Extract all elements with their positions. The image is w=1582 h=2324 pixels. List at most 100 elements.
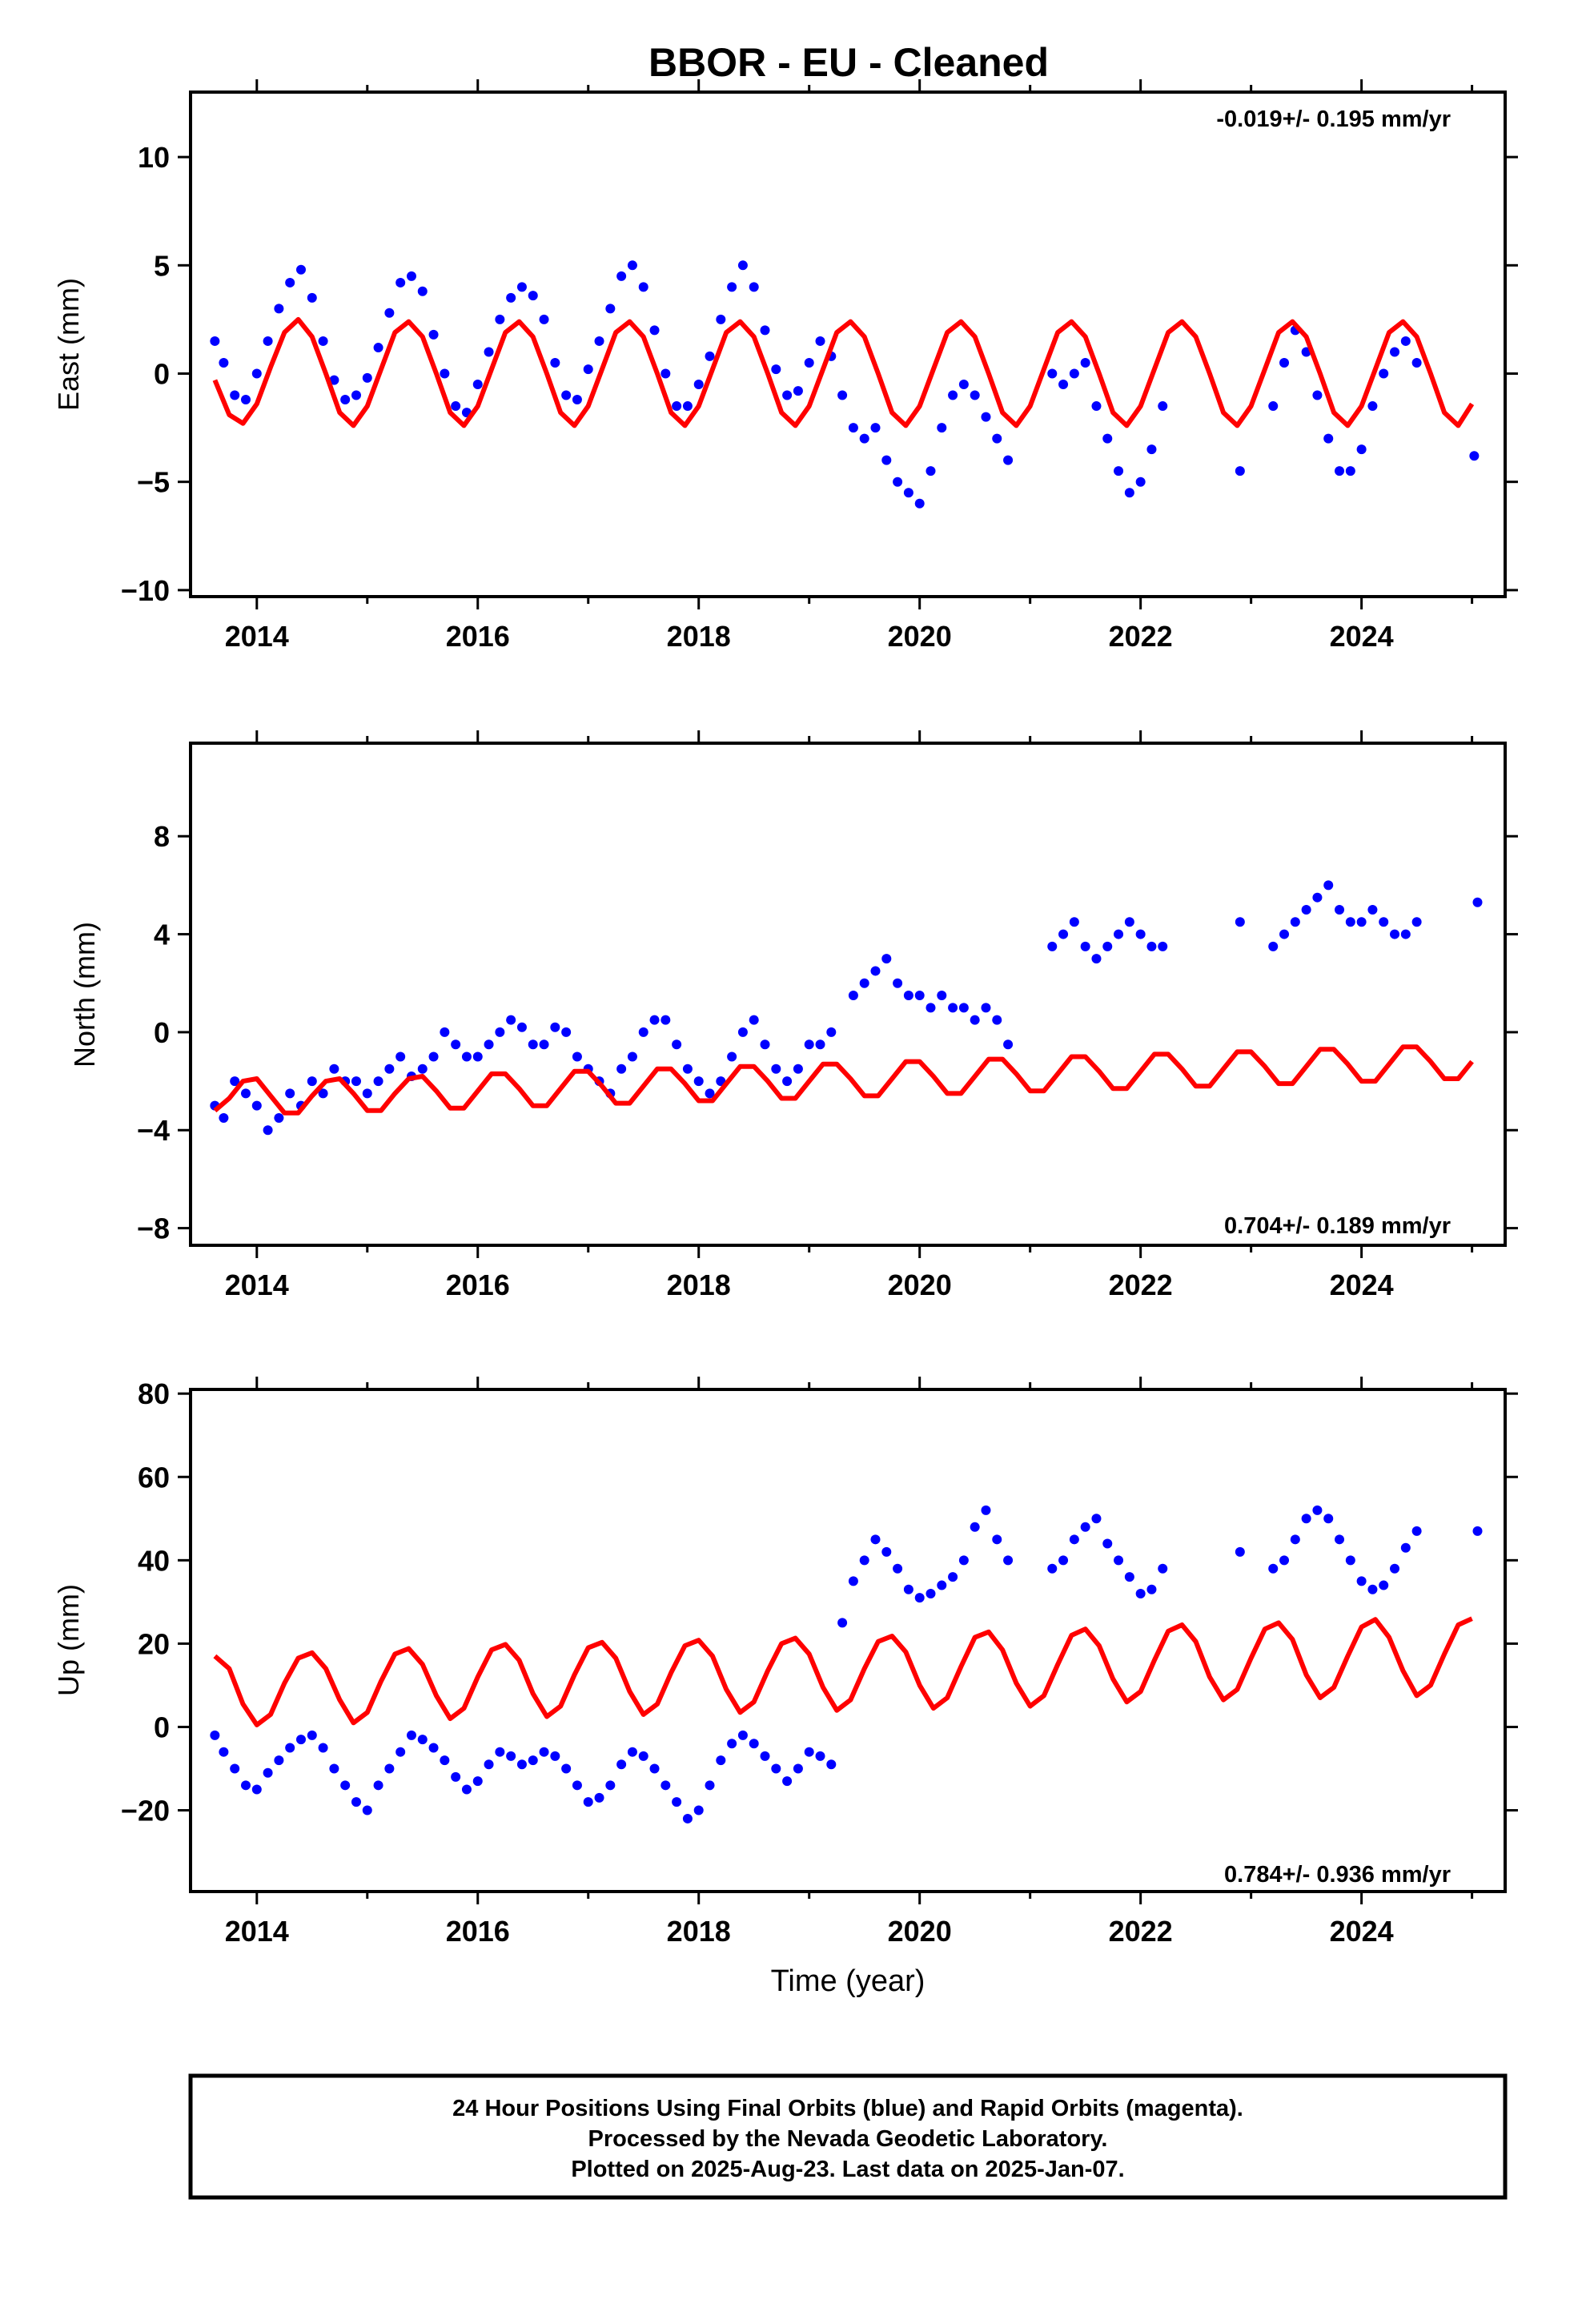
- north-position-point: [1379, 917, 1389, 927]
- up-position-point: [760, 1751, 770, 1761]
- up-position-point: [1472, 1526, 1483, 1536]
- north-position-point: [307, 1076, 317, 1087]
- up-position-point: [550, 1751, 560, 1761]
- north-position-point: [417, 1063, 428, 1074]
- north-position-point: [1058, 929, 1069, 939]
- east-position-point: [550, 357, 560, 368]
- north-position-point: [1146, 941, 1157, 951]
- up-position-point: [782, 1776, 793, 1787]
- up-position-point: [1146, 1584, 1157, 1594]
- north-data-layer: [210, 880, 1483, 1136]
- up-position-point: [295, 1735, 306, 1745]
- north-position-point: [495, 1027, 505, 1037]
- east-position-point: [1158, 401, 1168, 412]
- up-position-point: [672, 1797, 682, 1807]
- up-position-point: [1135, 1588, 1146, 1598]
- east-y-tick-label: 5: [154, 249, 170, 282]
- north-position-point: [263, 1125, 273, 1136]
- north-position-point: [461, 1051, 472, 1062]
- east-position-point: [506, 292, 516, 303]
- up-position-point: [1400, 1542, 1411, 1553]
- up-position-point: [396, 1747, 406, 1757]
- up-position-point: [263, 1767, 273, 1778]
- east-position-point: [263, 336, 273, 346]
- east-position-point: [926, 466, 936, 476]
- up-y-tick-label: 0: [154, 1711, 170, 1743]
- up-position-point: [219, 1747, 229, 1757]
- north-position-point: [727, 1051, 737, 1062]
- up-position-point: [848, 1576, 858, 1586]
- north-position-point: [1080, 941, 1090, 951]
- north-position-point: [716, 1076, 726, 1087]
- north-position-point: [1472, 897, 1483, 907]
- up-position-point: [793, 1763, 803, 1774]
- up-position-point: [914, 1593, 925, 1603]
- east-position-point: [771, 364, 781, 375]
- east-position-point: [649, 325, 660, 336]
- east-position-point: [970, 390, 980, 400]
- up-rate-label: 0.784+/- 0.936 mm/yr: [1224, 1862, 1451, 1888]
- up-y-tick-label: 60: [138, 1461, 170, 1494]
- east-y-tick-label: 10: [138, 141, 170, 174]
- north-position-point: [516, 1022, 527, 1032]
- east-position-point: [1003, 455, 1014, 465]
- north-position-point: [440, 1027, 450, 1037]
- east-position-point: [274, 304, 284, 314]
- up-x-tick-label: 2020: [888, 1915, 952, 1948]
- up-position-point: [661, 1780, 671, 1791]
- up-position-point: [837, 1618, 848, 1628]
- north-position-point: [981, 1003, 991, 1013]
- north-position-point: [219, 1112, 229, 1123]
- up-position-point: [210, 1730, 220, 1740]
- north-position-point: [948, 1003, 958, 1013]
- up-position-point: [926, 1588, 936, 1598]
- up-position-point: [958, 1555, 969, 1566]
- up-position-point: [937, 1580, 947, 1590]
- east-position-point: [351, 390, 361, 400]
- east-position-point: [881, 455, 892, 465]
- north-position-point: [1411, 917, 1422, 927]
- up-position-point: [682, 1813, 693, 1823]
- up-position-point: [1301, 1514, 1311, 1524]
- up-position-point: [705, 1780, 715, 1791]
- east-model-fit-line: [212, 316, 1475, 428]
- north-position-point: [815, 1039, 825, 1050]
- east-position-point: [693, 380, 704, 390]
- up-position-point: [693, 1805, 704, 1815]
- east-position-point: [737, 260, 748, 271]
- north-position-point: [682, 1063, 693, 1074]
- east-position-point: [893, 476, 903, 487]
- north-position-point: [1400, 929, 1411, 939]
- east-position-point: [1091, 401, 1102, 412]
- north-axis-label: North (mm): [68, 922, 101, 1068]
- east-position-point: [661, 368, 671, 379]
- up-position-point: [605, 1780, 616, 1791]
- east-y-tick-label: −5: [137, 466, 170, 499]
- north-position-point: [970, 1015, 980, 1025]
- east-position-point: [307, 292, 317, 303]
- up-position-point: [1356, 1576, 1367, 1586]
- up-position-point: [727, 1739, 737, 1749]
- east-position-point: [903, 488, 913, 498]
- up-position-point: [649, 1763, 660, 1774]
- north-position-point: [285, 1088, 295, 1099]
- north-position-point: [1102, 941, 1113, 951]
- north-position-point: [329, 1063, 339, 1074]
- north-position-point: [1135, 929, 1146, 939]
- north-x-tick-label: 2022: [1109, 1269, 1173, 1301]
- up-position-point: [428, 1743, 439, 1753]
- east-position-point: [992, 433, 1002, 444]
- north-position-point: [793, 1063, 803, 1074]
- east-position-point: [1268, 401, 1279, 412]
- up-position-point: [461, 1784, 472, 1795]
- east-position-point: [1390, 347, 1400, 357]
- north-position-point: [362, 1088, 372, 1099]
- north-position-point: [251, 1100, 262, 1111]
- north-position-point: [373, 1076, 383, 1087]
- up-position-point: [1047, 1563, 1058, 1574]
- up-position-point: [826, 1759, 837, 1770]
- up-position-point: [307, 1730, 317, 1740]
- east-position-point: [1146, 444, 1157, 455]
- east-position-point: [1345, 466, 1355, 476]
